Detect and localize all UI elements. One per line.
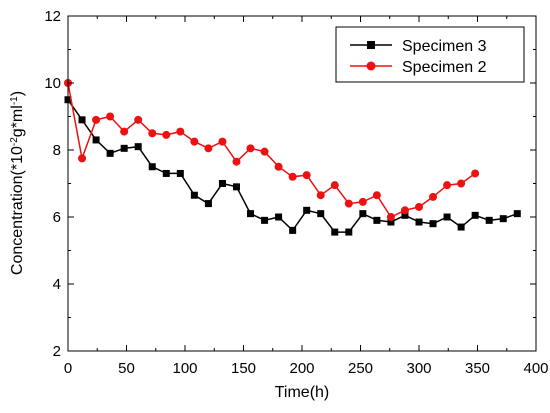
data-point-specimen-2 [443,181,452,190]
data-point-specimen-3 [457,223,465,231]
legend: Specimen 3 Specimen 2 [335,26,525,83]
y-tick-label: 12 [44,8,61,25]
x-tick-label: 100 [172,360,197,377]
series-line-specimen-2 [67,82,476,218]
data-point-specimen-2 [400,206,409,215]
data-point-specimen-3 [232,183,240,191]
data-point-specimen-2 [471,169,480,178]
y-axis-title-sup2: -1 [9,96,20,105]
y-axis-title-pre: Concentration(*10 [9,146,26,275]
series-specimen-3 [64,96,521,236]
data-point-specimen-3 [317,210,325,218]
data-point-specimen-2 [372,191,381,200]
data-point-specimen-2 [386,213,395,221]
data-point-specimen-3 [485,216,493,224]
data-point-specimen-2 [92,115,101,124]
data-point-specimen-2 [162,130,171,139]
y-axis-title-sup1: -2 [9,137,20,146]
series-specimen-2 [64,79,480,221]
data-point-specimen-2 [358,197,367,206]
data-point-specimen-3 [261,216,269,224]
x-tick-label: 150 [231,360,256,377]
data-point-specimen-2 [246,144,255,153]
data-point-specimen-2 [288,172,297,181]
data-point-specimen-2 [134,115,143,124]
x-tick-label: 300 [406,360,431,377]
y-axis-title: Concentration(*10-2g*ml-1) [9,91,27,275]
x-tick-label: 0 [64,360,72,377]
data-point-specimen-2 [344,199,353,208]
x-tick-label: 400 [523,360,548,377]
data-point-specimen-2 [148,129,157,138]
data-point-specimen-2 [232,157,241,166]
data-point-specimen-3 [345,228,353,236]
data-point-specimen-3 [471,211,479,219]
data-point-specimen-2 [218,137,227,146]
legend-box [335,26,525,83]
y-tick-label: 4 [53,276,61,293]
data-point-specimen-3 [331,228,339,236]
data-point-specimen-3 [401,211,409,219]
data-point-specimen-2 [274,162,283,171]
ticks-layer: 0 50 100 150 200 250 300 350 400 2 4 6 8 10 12 [44,8,548,377]
legend-marker-specimen-2 [366,61,376,71]
data-point-specimen-3 [387,218,395,226]
data-point-specimen-3 [218,180,226,187]
data-point-specimen-2 [106,112,115,121]
data-point-specimen-2 [457,179,466,188]
legend-label-specimen-3: Specimen 3 [402,38,487,55]
x-tick-label: 350 [465,360,490,377]
data-point-specimen-3 [303,206,311,214]
data-point-specimen-3 [359,210,367,218]
x-axis-title: Time(h) [275,384,330,401]
x-tick-label: 250 [348,360,373,377]
y-tick-label: 6 [53,209,61,226]
data-point-specimen-3 [120,144,128,152]
data-point-specimen-3 [176,169,184,177]
data-point-specimen-2 [78,154,87,163]
y-axis-title-mid: g*ml [9,105,26,137]
x-tick-label: 50 [118,360,135,377]
data-point-specimen-3 [106,149,114,157]
data-point-specimen-2 [190,137,199,146]
data-point-specimen-3 [513,210,521,218]
data-point-specimen-3 [415,218,423,226]
data-point-specimen-2 [260,147,269,156]
data-point-specimen-3 [134,143,142,151]
data-point-specimen-3 [190,191,198,199]
legend-marker-specimen-3 [367,41,375,49]
data-point-specimen-2 [330,181,339,190]
data-point-specimen-3 [92,136,100,144]
marks-layer [64,79,521,236]
y-tick-label: 2 [53,343,61,360]
data-point-specimen-3 [289,226,297,234]
data-point-specimen-3 [148,163,156,171]
data-point-specimen-3 [204,200,212,208]
data-point-specimen-2 [302,171,311,180]
data-point-specimen-3 [499,215,507,223]
legend-label-specimen-2: Specimen 2 [402,59,487,76]
x-tick-label: 200 [289,360,314,377]
y-tick-label: 8 [53,142,61,159]
data-point-specimen-3 [373,216,381,224]
y-axis-title-post: ) [9,91,26,96]
data-point-specimen-3 [247,210,255,218]
data-point-specimen-2 [204,144,213,153]
data-point-specimen-3 [429,220,437,228]
data-point-specimen-2 [316,191,325,200]
data-point-specimen-3 [443,213,451,221]
data-point-specimen-3 [275,213,283,221]
data-point-specimen-3 [162,169,170,177]
data-point-specimen-3 [78,116,86,124]
data-point-specimen-2 [176,127,185,136]
data-point-specimen-2 [429,192,438,201]
data-point-specimen-2 [415,202,423,211]
y-tick-label: 10 [44,75,61,92]
data-point-specimen-2 [120,127,129,136]
